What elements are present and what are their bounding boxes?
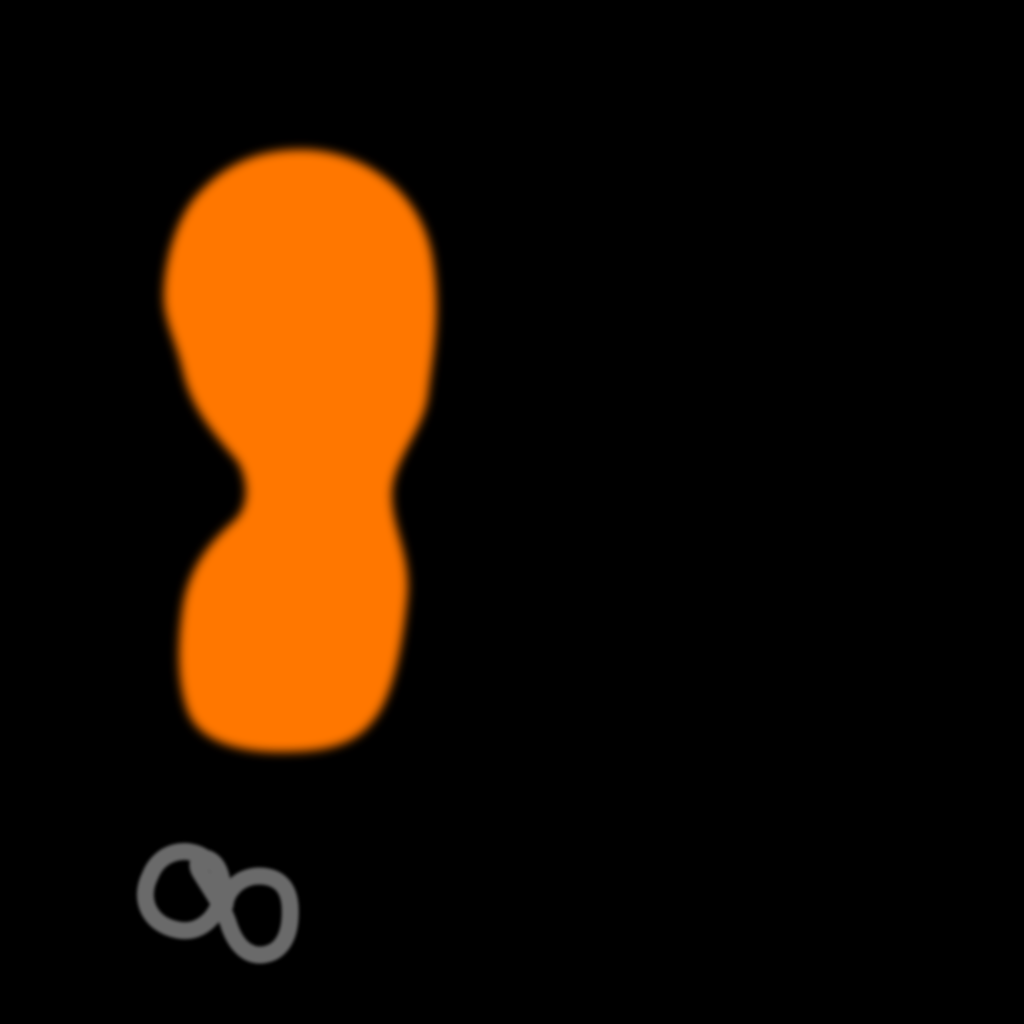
- peanut-blob-icon: [163, 149, 437, 753]
- infinity-scribble-icon: [136, 843, 299, 964]
